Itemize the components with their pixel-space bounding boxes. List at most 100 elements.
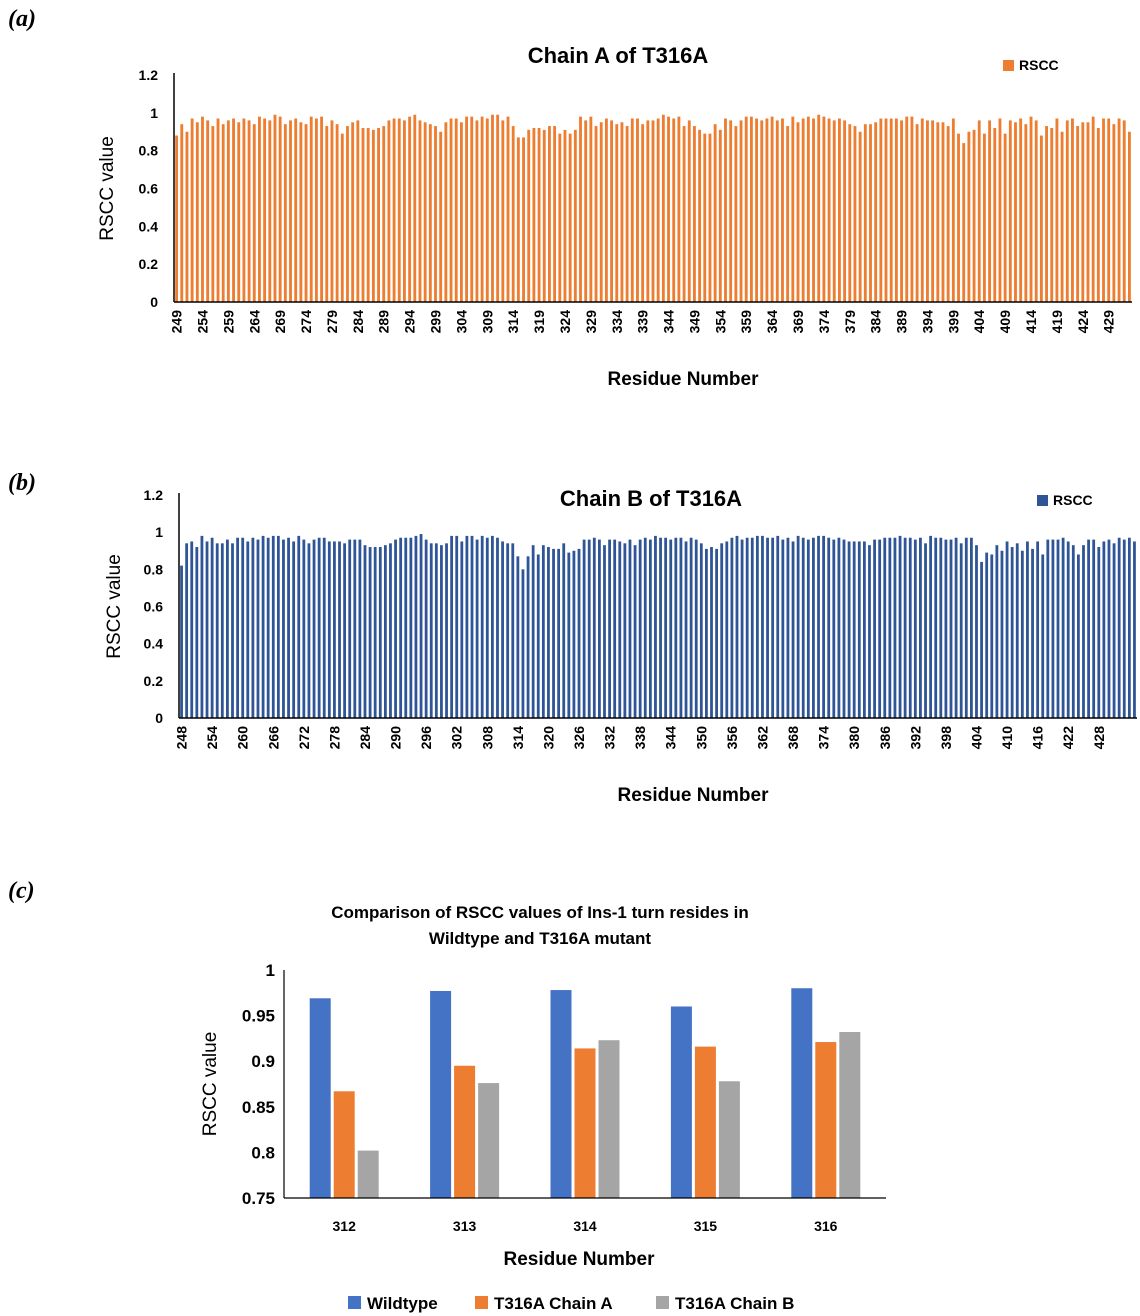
legend-swatch [656, 1296, 669, 1309]
bar [852, 541, 856, 718]
chart-title: Chain B of T316A [560, 486, 742, 511]
bar [957, 133, 960, 302]
bar [440, 545, 443, 718]
bar [1092, 539, 1096, 718]
x-tick-label: 359 [738, 310, 754, 334]
x-tick-label: 284 [350, 310, 366, 334]
bar [910, 116, 914, 303]
bar [654, 535, 657, 718]
x-tick-label: 374 [816, 726, 832, 750]
bar [908, 537, 912, 718]
bar [409, 537, 413, 718]
x-tick-label: 254 [204, 726, 220, 750]
x-tick-label: 386 [877, 726, 893, 750]
bar [327, 541, 331, 718]
bar [1060, 131, 1064, 302]
bar [982, 133, 986, 302]
bar [664, 537, 668, 718]
x-tick-label: 414 [1023, 310, 1039, 334]
bar [967, 131, 971, 302]
bar [333, 541, 336, 718]
bar [536, 554, 540, 718]
bar [582, 539, 586, 718]
bar [322, 537, 326, 718]
bar [1045, 126, 1048, 302]
x-tick-label: 284 [357, 726, 373, 750]
x-tick-label: 364 [764, 310, 780, 334]
bar [801, 537, 805, 718]
bar [713, 124, 717, 303]
bar [180, 124, 184, 303]
bar [898, 535, 902, 718]
bar [633, 545, 637, 718]
bar [371, 129, 375, 302]
bar [693, 126, 696, 302]
x-tick-label: 410 [999, 726, 1015, 750]
bar [268, 120, 272, 303]
bar [643, 537, 647, 718]
bar [434, 543, 438, 718]
bar [572, 550, 576, 718]
bar [951, 118, 955, 302]
bar [765, 118, 769, 302]
bar [312, 539, 316, 718]
x-tick-label: 319 [531, 310, 547, 334]
x-tick-label: 254 [194, 310, 210, 334]
bar [210, 537, 214, 718]
bar [1107, 118, 1111, 302]
y-tick-label: 0.8 [251, 1143, 275, 1162]
bar [651, 120, 655, 303]
bar [246, 541, 250, 718]
bar [419, 534, 423, 718]
bar [919, 537, 922, 718]
legend-label: Wildtype [367, 1294, 438, 1313]
bar [399, 537, 403, 718]
x-axis-label: Residue Number [608, 369, 760, 390]
x-tick-label: 344 [661, 310, 677, 334]
bar [496, 537, 499, 718]
bar [1107, 539, 1111, 718]
bar [287, 537, 290, 718]
bar [1102, 541, 1106, 718]
bar [630, 118, 634, 302]
bar [1008, 120, 1012, 303]
bar [363, 545, 367, 718]
x-tick-label: 324 [557, 310, 573, 334]
bar [954, 537, 958, 718]
bar [553, 126, 557, 302]
bar [972, 129, 976, 302]
bar [749, 116, 753, 303]
x-tick-label: 299 [428, 310, 444, 334]
bar [969, 537, 973, 718]
bar [755, 535, 759, 718]
x-tick-label: 349 [686, 310, 702, 334]
bar [537, 127, 541, 302]
bar [1066, 541, 1070, 718]
bar [584, 120, 588, 303]
bar [1122, 539, 1126, 718]
y-tick-label: 1 [266, 961, 275, 980]
x-tick-label: 394 [919, 310, 935, 334]
x-tick-label: 339 [635, 310, 651, 334]
bar [944, 539, 948, 718]
bar [670, 1006, 692, 1198]
bar [491, 114, 494, 302]
bar [577, 548, 581, 718]
bar [924, 543, 927, 718]
y-tick-label: 1 [150, 105, 158, 121]
bar [490, 535, 494, 718]
bar [1020, 550, 1024, 718]
bar [211, 126, 215, 302]
bar [1034, 120, 1038, 303]
y-tick-label: 0.75 [242, 1189, 275, 1208]
bar [1082, 545, 1085, 718]
bar [480, 535, 484, 718]
bar [361, 127, 365, 302]
bar [445, 543, 448, 718]
bar [618, 541, 622, 718]
bar [677, 116, 681, 303]
bar [598, 1040, 620, 1198]
bar [993, 127, 997, 302]
bar [397, 118, 401, 302]
